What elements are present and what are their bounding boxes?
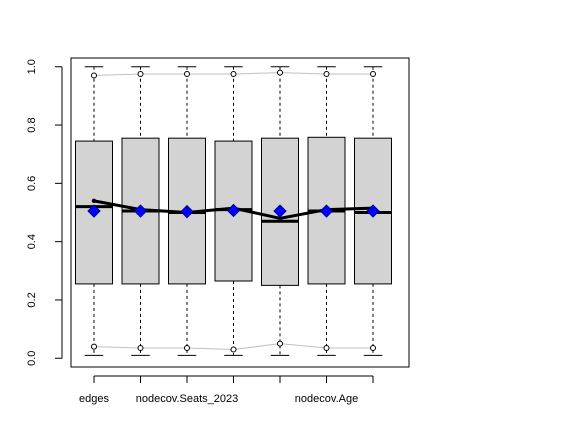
lower-outlier-point: [137, 345, 144, 352]
upper-outlier-point: [230, 71, 237, 78]
x-axis: edges nodecov.Seats_2023 nodecov.Age: [79, 375, 374, 405]
observed-start-point: [91, 198, 97, 204]
x-tick-label: nodecov.Seats_2023: [136, 393, 239, 405]
lower-outlier-point: [323, 345, 330, 352]
upper-outlier-point: [277, 69, 283, 76]
mean-diamond: [366, 204, 380, 218]
lower-outlier-point: [184, 345, 190, 352]
mean-diamond: [319, 204, 334, 218]
y-axis: 0.0 0.2 0.4 0.6 0.8 1.0: [26, 59, 63, 366]
y-tick-label: 0.4: [26, 234, 38, 249]
y-tick-label: 0.2: [26, 292, 38, 307]
lower-outlier-point: [91, 343, 97, 350]
lower-outlier-point: [277, 340, 283, 347]
upper-outlier-point: [184, 71, 190, 78]
mean-diamond: [180, 204, 194, 219]
points-layer: [87, 69, 380, 353]
mean-diamond: [273, 204, 287, 218]
x-tick-label: edges: [79, 393, 109, 405]
lower-outlier-point: [370, 345, 376, 352]
y-tick-label: 0.8: [26, 117, 38, 132]
upper-outlier-point: [323, 71, 330, 78]
upper-outlier-point: [137, 71, 144, 78]
mean-diamond: [87, 204, 101, 218]
plot-frame: [70, 57, 410, 368]
lower-outlier-point: [230, 346, 237, 353]
mean-diamond: [226, 203, 241, 218]
mean-diamond: [133, 204, 148, 218]
box-group-5: [261, 66, 299, 356]
upper-outlier-point: [91, 72, 97, 79]
upper-outlier-point: [370, 71, 376, 78]
y-tick-label: 0.0: [26, 351, 38, 366]
x-tick-label: nodecov.Age: [295, 393, 358, 405]
y-tick-label: 0.6: [26, 176, 38, 191]
y-tick-label: 1.0: [26, 59, 38, 74]
